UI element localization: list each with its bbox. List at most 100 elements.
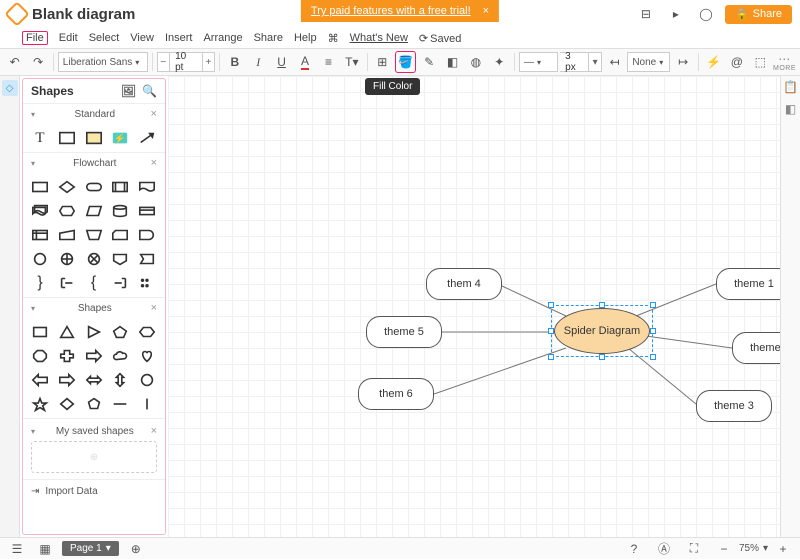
shape-text[interactable]: T [29,128,51,148]
diagram-node[interactable]: theme 1 [716,268,780,300]
link-icon[interactable]: @ [726,51,747,73]
section-shapes[interactable]: Shapes× [23,298,165,318]
line-type-select[interactable]: — [519,52,558,72]
sh-arrow-r2[interactable] [56,370,78,390]
upgrade-icon[interactable]: ⌘ [328,32,339,45]
grid-view-icon[interactable]: ▦ [34,538,56,560]
section-standard[interactable]: Standard× [23,104,165,124]
zoom-in-icon[interactable]: + [772,538,794,560]
undo-icon[interactable]: ↶ [4,51,25,73]
zoom-level[interactable]: 75% [739,543,759,554]
fc-process[interactable] [29,177,51,197]
document-title[interactable]: Blank diagram [32,6,135,23]
section-saved[interactable]: My saved shapes× [31,425,157,437]
diagram-node[interactable]: theme 5 [366,316,442,348]
fc-note-l[interactable] [109,273,131,293]
fc-data[interactable] [83,201,105,221]
fill-color-button[interactable]: 🪣 [395,51,416,73]
sh-arrow-lr[interactable] [83,370,105,390]
fc-card[interactable] [109,225,131,245]
menu-select[interactable]: Select [89,32,120,44]
sh-tri-r[interactable] [83,322,105,342]
sh-arrow-l[interactable] [29,370,51,390]
comment-icon[interactable]: ⊟ [635,3,657,25]
sh-circle[interactable] [136,370,158,390]
font-size-stepper[interactable]: − 10 pt + [157,52,216,72]
magic-icon[interactable]: ✦ [489,51,510,73]
fc-brace-r[interactable]: } [29,273,51,293]
gallery-icon[interactable]: 🖼 [121,84,136,98]
shape-bolt[interactable]: ⚡ [109,128,131,148]
sh-pent[interactable] [109,322,131,342]
menu-file[interactable]: File [22,31,48,45]
diagram-node[interactable]: them 4 [426,268,502,300]
sh-vline[interactable] [136,394,158,414]
font-select[interactable]: Liberation Sans [58,52,148,72]
size-plus-icon[interactable]: + [202,52,216,72]
menu-whats-new[interactable]: What's New [350,32,408,44]
line-width-stepper[interactable]: 3 px ▾ [560,52,602,72]
sh-diamond[interactable] [56,394,78,414]
menu-insert[interactable]: Insert [165,32,193,44]
close-icon[interactable]: × [151,157,157,169]
close-icon[interactable]: × [151,425,157,437]
sh-hline[interactable] [109,394,131,414]
redo-icon[interactable]: ↷ [27,51,48,73]
layout-icon[interactable]: ⊞ [372,51,393,73]
line-style-select[interactable]: None [627,52,670,72]
fc-offpage[interactable] [109,249,131,269]
lock-icon[interactable]: ⬚ [750,51,771,73]
sh-star[interactable] [29,394,51,414]
banner-close-icon[interactable]: × [483,5,489,17]
fc-sum[interactable] [83,249,105,269]
fc-internal[interactable] [29,225,51,245]
canvas[interactable]: Spider Diagramtheme 1theme 2theme 3them … [168,76,780,537]
sh-poly[interactable] [83,394,105,414]
bold-icon[interactable]: B [224,51,245,73]
present-icon[interactable]: ▸ [665,3,687,25]
arrow-end-icon[interactable]: ↦ [672,51,693,73]
fc-or[interactable] [56,249,78,269]
line-color-icon[interactable]: ✎ [418,51,439,73]
fullscreen-icon[interactable]: ⛶ [683,538,705,560]
fc-document[interactable] [136,177,158,197]
align-icon[interactable]: ≡ [318,51,339,73]
fc-delay[interactable] [136,225,158,245]
menu-share[interactable]: Share [254,32,283,44]
clipboard-icon[interactable]: 📋 [783,80,798,94]
sh-oct[interactable] [29,346,51,366]
text-options-icon[interactable]: T▾ [341,51,362,73]
close-icon[interactable]: × [151,302,157,314]
action-icon[interactable]: ⚡ [703,51,724,73]
menu-view[interactable]: View [130,32,154,44]
text-color-icon[interactable]: A [294,51,315,73]
fc-connector[interactable] [29,249,51,269]
fc-dots[interactable] [136,273,158,293]
size-minus-icon[interactable]: − [157,52,171,72]
sh-rect[interactable] [29,322,51,342]
diagram-node[interactable]: them 6 [358,378,434,410]
list-view-icon[interactable]: ☰ [6,538,28,560]
sh-arrow-r[interactable] [83,346,105,366]
fc-decision[interactable] [56,177,78,197]
accessibility-icon[interactable]: Ⓐ [653,538,675,560]
add-page-icon[interactable]: ⊕ [125,538,147,560]
fc-predefined[interactable] [109,177,131,197]
fc-prep[interactable] [56,201,78,221]
shape-note[interactable] [83,128,105,148]
toolbar-more[interactable]: MORE [773,53,796,72]
fc-display[interactable] [136,249,158,269]
share-button[interactable]: 🔒 Share [725,5,792,24]
sh-hex[interactable] [136,322,158,342]
sh-heart[interactable] [136,346,158,366]
shapes-tab-icon[interactable]: ◇ [2,80,18,96]
fc-note-r[interactable] [56,273,78,293]
menu-help[interactable]: Help [294,32,317,44]
search-icon[interactable]: 🔍 [142,84,157,98]
shape-style-icon[interactable]: ◧ [442,51,463,73]
sh-cloud[interactable] [109,346,131,366]
diagram-node[interactable]: theme 2 [732,332,780,364]
underline-icon[interactable]: U [271,51,292,73]
avatar-icon[interactable]: ◯ [695,3,717,25]
fc-manualinput[interactable] [56,225,78,245]
